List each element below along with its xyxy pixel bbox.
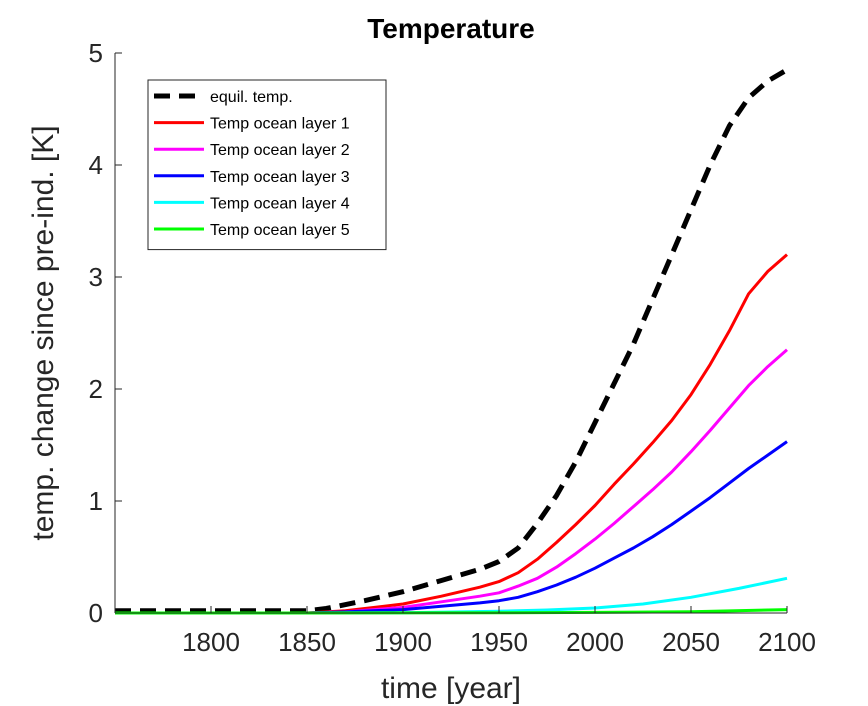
series-line-2 [115, 253, 788, 615]
x-tick-label: 1800 [182, 627, 240, 657]
x-tick-label: 2100 [758, 627, 816, 657]
y-tick-label: 2 [89, 374, 103, 404]
x-axis-label: time [year] [381, 672, 521, 705]
x-tick-label: 1900 [374, 627, 432, 657]
x-tick-label: 2050 [662, 627, 720, 657]
y-tick-label: 0 [89, 598, 103, 628]
y-axis-label: temp. change since pre-ind. [K] [27, 125, 60, 540]
series-line-4 [115, 440, 788, 615]
x-tick-label: 2000 [566, 627, 624, 657]
legend-label-4: Temp ocean layer 3 [210, 169, 350, 186]
legend-label-3: Temp ocean layer 2 [210, 142, 350, 159]
series-line-1 [115, 67, 789, 614]
y-tick-label: 4 [89, 150, 103, 180]
chart-title: Temperature [367, 13, 535, 44]
y-tick-label: 3 [89, 262, 103, 292]
axes-layer: 1800 1850 1900 1950 2000 2050 2100 0 1 2 3 4 5 [89, 38, 816, 657]
legend: equil. temp. Temp ocean layer 1 Temp ocean… [147, 79, 387, 251]
legend-box [147, 79, 387, 251]
legend-label-6: Temp ocean layer 5 [210, 222, 350, 239]
legend-label-2: Temp ocean layer 1 [210, 116, 350, 133]
y-tick-label: 5 [89, 38, 103, 68]
legend-label-5: Temp ocean layer 4 [210, 195, 350, 212]
legend-label-1: equil. temp. [210, 89, 293, 106]
x-tick-label: 1850 [278, 627, 336, 657]
y-tick-label: 1 [89, 486, 103, 516]
x-tick-label: 1950 [470, 627, 528, 657]
series-line-3 [115, 348, 788, 615]
